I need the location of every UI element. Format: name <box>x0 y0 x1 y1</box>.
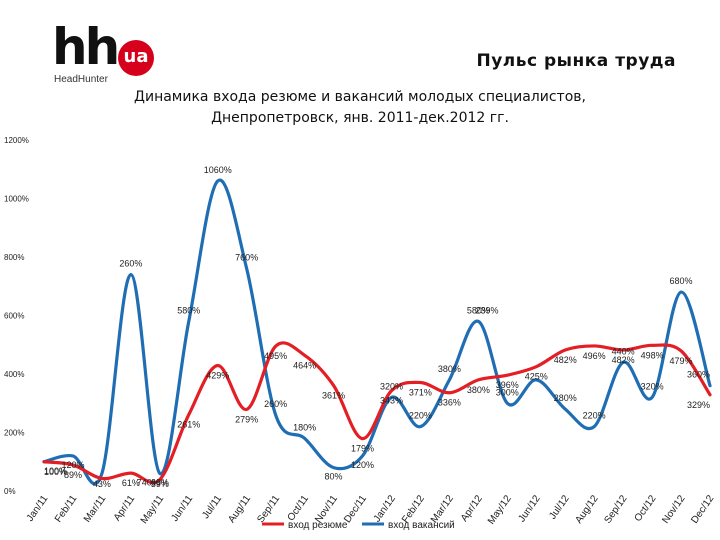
data-label-resume: 43% <box>93 479 111 489</box>
data-label-vacancy: 760% <box>235 253 258 263</box>
y-tick-label: 0% <box>4 487 16 496</box>
data-label-vacancy: 80% <box>325 472 343 482</box>
data-label-resume: 329% <box>687 400 710 410</box>
data-label-vacancy: 280% <box>554 393 577 403</box>
x-tick-label: Aug/11 <box>226 493 253 525</box>
data-label-resume: 496% <box>583 351 606 361</box>
x-tick-label: Aug/12 <box>573 493 600 526</box>
data-label-vacancy: 580% <box>467 305 490 315</box>
data-label-resume: 464% <box>293 360 316 370</box>
data-label-resume: 336% <box>438 398 461 408</box>
data-label-resume: 495% <box>264 351 287 361</box>
data-label-vacancy: 1060% <box>204 165 232 175</box>
data-label-resume: 89% <box>64 470 82 480</box>
data-label-vacancy: 320% <box>641 381 664 391</box>
data-label-vacancy: 300% <box>496 387 519 397</box>
data-label-vacancy: 239% <box>476 305 499 315</box>
y-tick-label: 1000% <box>4 195 29 204</box>
data-label-resume: 100% <box>44 467 67 477</box>
x-tick-label: Oct/12 <box>633 493 659 524</box>
x-tick-label: Oct/11 <box>286 493 312 523</box>
data-label-vacancy: 120% <box>351 460 374 470</box>
data-label-resume: 371% <box>409 387 432 397</box>
data-label-vacancy: 220% <box>583 411 606 421</box>
data-label-resume: 179% <box>351 444 374 454</box>
data-label-vacancy: 440% <box>612 346 635 356</box>
y-tick-label: 600% <box>4 312 24 321</box>
data-label-resume: 425% <box>525 372 548 382</box>
data-label-vacancy: 120% <box>61 460 84 470</box>
x-tick-label: Jun/12 <box>516 493 542 524</box>
hh-logo: hh ua HeadHunter <box>52 18 162 90</box>
series-line-resume <box>42 341 712 485</box>
legend-label-vacancy: вход вакансий <box>388 520 455 531</box>
x-tick-label: May/12 <box>486 493 514 527</box>
logo-badge: ua <box>118 40 154 76</box>
x-tick-label: Apr/11 <box>112 493 138 523</box>
data-label-vacancy: 360% <box>687 370 710 380</box>
x-tick-label: Dec/12 <box>689 493 716 526</box>
series-line-vacancy <box>42 178 712 486</box>
chart-title: Динамика входа резюме и вакансий молодых… <box>134 89 586 105</box>
data-label-resume: 479% <box>670 356 693 366</box>
x-tick-label: Apr/12 <box>459 493 485 524</box>
data-label-vacancy: 740% <box>137 477 160 487</box>
x-tick-label: Sep/12 <box>602 493 629 526</box>
data-label-vacancy: 260% <box>264 399 287 409</box>
data-label-resume: 61% <box>122 478 140 488</box>
y-tick-label: 1200% <box>4 136 29 145</box>
x-tick-label: Jun/11 <box>169 493 195 524</box>
logo-subtitle: HeadHunter <box>54 74 108 85</box>
x-tick-label: Sep/11 <box>255 493 282 525</box>
x-tick-label: Jul/11 <box>200 493 224 521</box>
legend-label-resume: вход резюме <box>288 520 348 531</box>
data-label-resume: 361% <box>322 390 345 400</box>
x-tick-label: Mar/11 <box>82 493 109 525</box>
data-label-resume: 396% <box>496 380 519 390</box>
y-tick-label: 800% <box>4 253 24 262</box>
data-label-vacancy: 60% <box>151 477 169 487</box>
x-tick-label: Feb/11 <box>53 493 80 525</box>
page-title: Пульс рынка труда <box>476 51 676 71</box>
data-label-vacancy: 260% <box>119 259 142 269</box>
data-label-vacancy: 220% <box>409 411 432 421</box>
logo-text: hh <box>52 18 120 76</box>
data-label-vacancy: 320% <box>380 381 403 391</box>
x-tick-label: Jan/11 <box>25 493 51 524</box>
data-label-resume: 498% <box>641 350 664 360</box>
data-label-vacancy: 580% <box>177 305 200 315</box>
data-label-vacancy: 100% <box>44 466 67 476</box>
data-label-resume: 39% <box>151 479 169 489</box>
y-tick-label: 400% <box>4 370 24 379</box>
data-label-resume: 429% <box>206 371 229 381</box>
data-label-resume: 482% <box>554 355 577 365</box>
data-label-resume: 261% <box>177 420 200 430</box>
data-label-vacancy: 680% <box>670 276 693 286</box>
data-label-vacancy: 380% <box>438 364 461 374</box>
data-label-resume: 380% <box>467 385 490 395</box>
x-tick-label: Jul/12 <box>547 493 572 522</box>
data-label-vacancy: 180% <box>293 422 316 432</box>
data-label-resume: 482% <box>612 355 635 365</box>
x-tick-label: May/11 <box>139 493 167 526</box>
y-tick-label: 200% <box>4 429 24 438</box>
data-label-resume: 279% <box>235 414 258 424</box>
data-label-resume: 343% <box>380 396 403 406</box>
x-tick-label: Nov/12 <box>660 493 687 526</box>
chart-subtitle: Днепропетровск, янв. 2011-дек.2012 гг. <box>211 110 509 126</box>
